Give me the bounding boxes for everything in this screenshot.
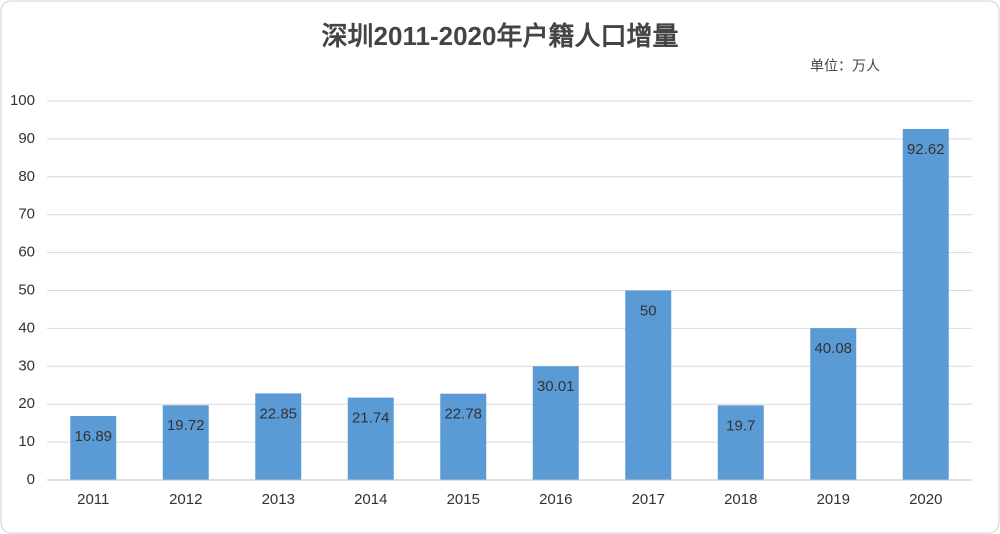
bar <box>625 290 672 480</box>
bar <box>717 405 764 480</box>
y-tick-label: 60 <box>18 244 35 261</box>
bar <box>532 366 579 480</box>
data-label: 19.72 <box>167 417 205 434</box>
data-label: 22.85 <box>259 405 297 422</box>
data-label: 92.62 <box>907 141 945 158</box>
unit-label: 单位：万人 <box>810 58 880 74</box>
data-label: 19.7 <box>726 417 755 434</box>
y-tick-label: 80 <box>18 168 35 185</box>
y-tick-label: 30 <box>18 357 35 374</box>
data-label: 40.08 <box>814 340 852 357</box>
y-tick-label: 10 <box>18 433 35 450</box>
bar <box>440 393 487 480</box>
y-tick-label: 50 <box>18 281 35 298</box>
x-tick-label: 2017 <box>632 491 665 508</box>
x-tick-label: 2011 <box>77 491 109 508</box>
x-tick-label: 2013 <box>262 491 295 508</box>
x-tick-label: 2020 <box>909 491 942 508</box>
data-label: 21.74 <box>352 410 390 427</box>
data-label: 22.78 <box>444 406 482 423</box>
bar <box>162 405 209 480</box>
y-tick-label: 70 <box>18 206 35 223</box>
data-label: 30.01 <box>537 378 575 395</box>
x-tick-label: 2019 <box>817 491 850 508</box>
bar <box>810 328 857 480</box>
bar <box>902 128 949 480</box>
data-label: 50 <box>640 302 657 319</box>
x-tick-label: 2014 <box>354 491 387 508</box>
y-tick-label: 0 <box>27 471 35 488</box>
chart-title: 深圳2011-2020年户籍人口增量 <box>322 21 679 51</box>
y-tick-label: 100 <box>10 92 35 109</box>
x-tick-label: 2015 <box>447 491 480 508</box>
bar <box>255 393 302 480</box>
data-label: 16.89 <box>74 428 112 445</box>
x-tick-label: 2018 <box>724 491 757 508</box>
y-tick-label: 40 <box>18 319 35 336</box>
x-tick-label: 2012 <box>169 491 202 508</box>
x-tick-label: 2016 <box>539 491 572 508</box>
bar <box>347 397 394 480</box>
y-tick-label: 20 <box>18 395 35 412</box>
y-tick-label: 90 <box>18 130 35 147</box>
bar <box>70 415 117 480</box>
